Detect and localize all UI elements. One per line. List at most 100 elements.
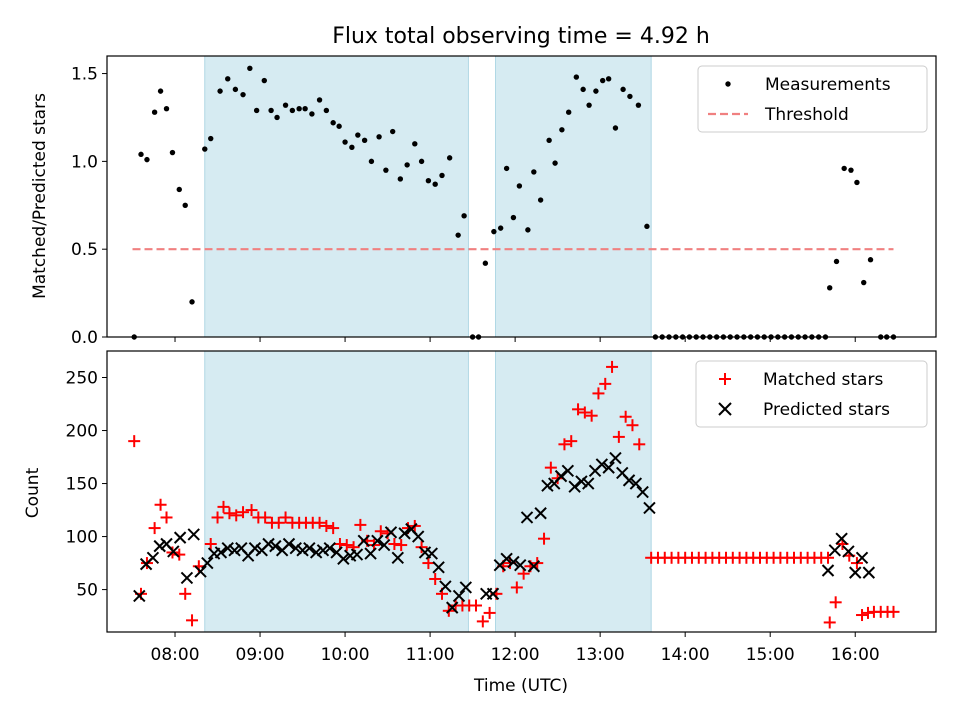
measurement-point xyxy=(552,160,558,166)
matched-star-point xyxy=(340,539,353,552)
measurement-point xyxy=(559,127,565,133)
bottom-y-axis-label: Count xyxy=(23,467,43,518)
measurement-point xyxy=(389,128,396,135)
measurement-point xyxy=(355,132,361,138)
measurement-point xyxy=(189,299,195,305)
matched-star-point xyxy=(599,377,612,390)
matched-star-point xyxy=(823,616,836,629)
chart-title: Flux total observing time = 4.92 h xyxy=(332,24,710,49)
predicted-star-point xyxy=(821,564,835,577)
top-legend-box xyxy=(697,65,928,133)
matched-star-point xyxy=(538,532,551,545)
matched-star-point xyxy=(544,461,557,474)
predicted-star-point xyxy=(507,555,520,569)
top-y-ticks: 0.0 0.5 1.0 1.5 xyxy=(71,65,107,348)
matched-star-point xyxy=(223,507,236,520)
matched-star-point xyxy=(856,609,869,622)
matched-star-point xyxy=(154,498,167,511)
measurement-point xyxy=(282,102,289,108)
matched-star-point xyxy=(204,537,217,550)
measurement-point xyxy=(497,225,504,231)
matched-star-point xyxy=(429,572,442,585)
predicted-star-point xyxy=(862,566,876,579)
predicted-star-point xyxy=(514,558,527,572)
bottom-shaded-spans xyxy=(204,350,652,633)
measurement-point xyxy=(612,125,619,131)
matched-star-point xyxy=(211,511,224,524)
predicted-star-point xyxy=(371,534,384,548)
predicted-star-point xyxy=(303,542,316,555)
top-x-ticks xyxy=(174,337,856,342)
shaded-span-2 xyxy=(495,350,652,633)
bottom-y-tick-label: 250 xyxy=(66,369,98,389)
measurement-point xyxy=(376,134,382,140)
predicted-star-point xyxy=(452,589,466,603)
measurement-point xyxy=(446,155,453,161)
predicted-star-point xyxy=(384,526,398,539)
measurement-point xyxy=(330,120,336,126)
matched-star-point xyxy=(510,581,523,594)
predicted-star-point xyxy=(282,537,296,551)
measurement-point xyxy=(361,137,368,143)
predicted-star-point xyxy=(133,589,146,603)
shaded-span-2 xyxy=(495,55,652,338)
legend-marker-measurements xyxy=(725,81,731,87)
bottom-y-tick-label: 50 xyxy=(76,581,98,601)
shaded-span-1 xyxy=(204,55,469,338)
predicted-star-point xyxy=(602,461,615,474)
matched-star-point xyxy=(148,522,161,535)
predicted-star-point xyxy=(173,531,187,544)
predicted-star-point xyxy=(439,580,452,593)
measurement-point xyxy=(240,91,246,98)
measurement-point xyxy=(418,158,425,165)
predicted-star-point xyxy=(527,560,541,573)
matched-star-point xyxy=(558,438,571,451)
matched-star-point xyxy=(354,518,367,531)
predicted-star-point xyxy=(337,552,350,566)
predicted-star-point xyxy=(391,551,404,564)
top-y-tick-label: 0.5 xyxy=(71,240,98,260)
matched-star-point xyxy=(592,387,605,400)
matched-star-point xyxy=(160,511,173,524)
measurement-point xyxy=(644,223,650,230)
legend-label-matched: Matched stars xyxy=(763,370,883,390)
bottom-legend: Matched stars Predicted stars xyxy=(695,360,928,428)
measurement-point xyxy=(169,149,176,156)
measurement-point xyxy=(176,186,182,193)
predicted-star-point xyxy=(636,485,649,499)
predicted-star-point xyxy=(828,544,842,557)
matched-star-point xyxy=(619,410,632,423)
measurement-point xyxy=(202,146,208,152)
matched-star-point xyxy=(179,587,192,600)
predicted-star-point xyxy=(609,451,622,465)
matched-star-point xyxy=(829,596,842,609)
predicted-star-point xyxy=(221,542,234,555)
matched-star-point xyxy=(230,509,243,522)
matched-star-point xyxy=(395,539,408,552)
measurement-point xyxy=(627,93,633,100)
measurement-point xyxy=(635,102,642,108)
measurement-point xyxy=(854,179,860,186)
bottom-panel: 50 100 150 200 250 08:00 09:00 10:00 11:00 12:00… xyxy=(23,350,937,696)
x-tick-label: 11:00 xyxy=(406,645,455,665)
x-tick-label: 15:00 xyxy=(746,645,795,665)
predicted-star-point xyxy=(153,539,166,553)
measurement-point xyxy=(503,165,510,172)
measurement-point xyxy=(848,167,854,173)
measurement-point xyxy=(253,107,260,114)
predicted-star-point xyxy=(309,546,323,559)
top-y-tick-label: 1.5 xyxy=(71,65,98,85)
x-tick-label: 14:00 xyxy=(661,645,710,665)
predicted-star-point xyxy=(180,571,194,585)
measurement-point xyxy=(546,137,552,143)
predicted-star-point xyxy=(323,542,336,555)
predicted-star-point xyxy=(269,539,282,553)
matched-star-point xyxy=(327,522,340,535)
predicted-star-point xyxy=(201,556,214,570)
measurement-point xyxy=(397,176,404,182)
matched-star-point xyxy=(217,500,230,513)
matched-star-point xyxy=(483,606,496,619)
predicted-star-point xyxy=(622,474,636,487)
top-shaded-spans xyxy=(204,55,652,338)
measurement-point xyxy=(586,102,592,108)
